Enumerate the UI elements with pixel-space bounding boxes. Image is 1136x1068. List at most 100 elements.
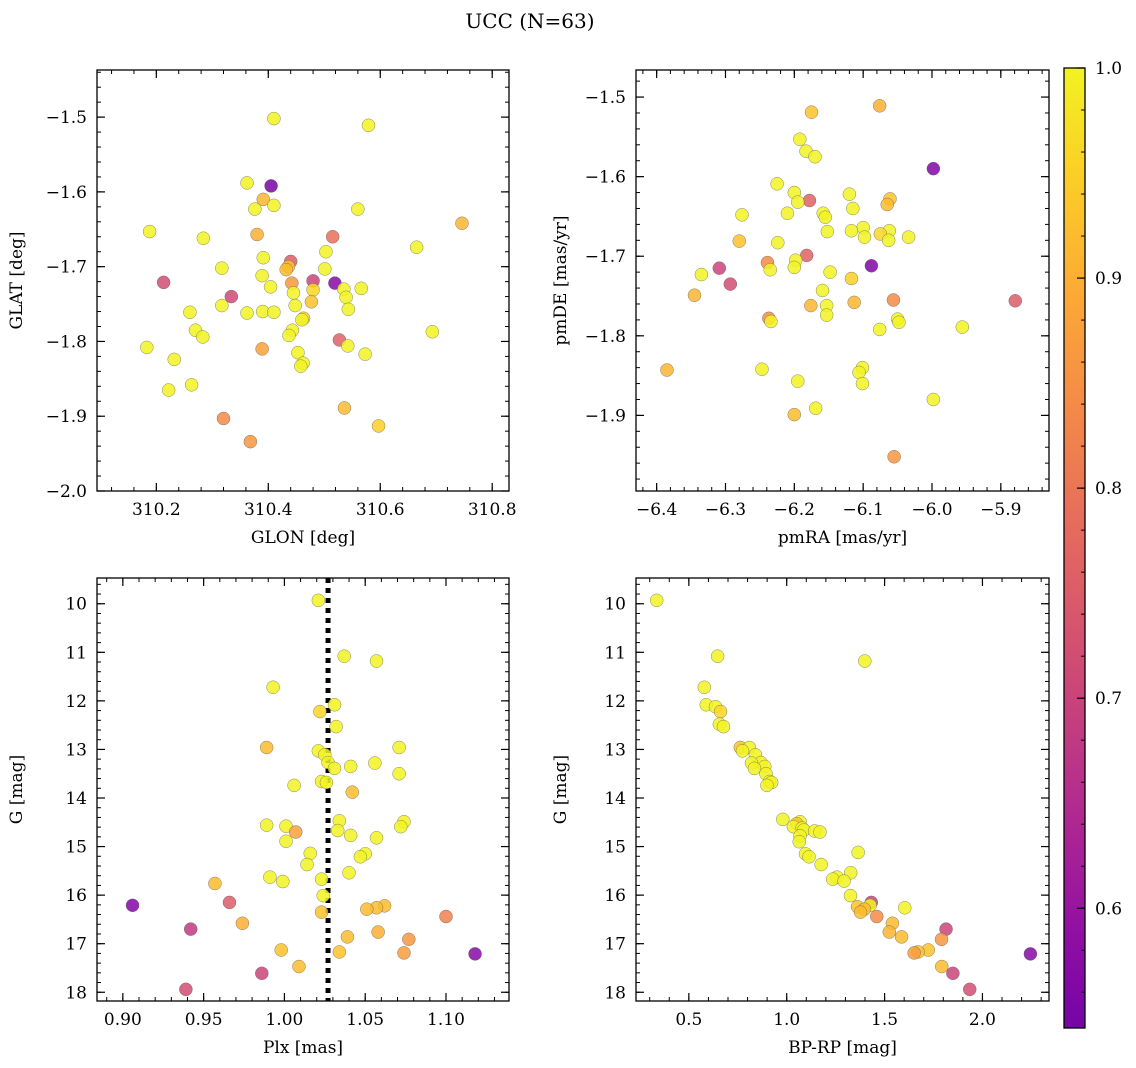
data-point bbox=[369, 654, 384, 668]
data-point bbox=[358, 347, 372, 361]
data-point bbox=[880, 197, 894, 212]
data-point bbox=[354, 281, 368, 296]
data-point bbox=[887, 450, 901, 464]
data-point bbox=[337, 649, 351, 663]
data-point bbox=[240, 176, 254, 190]
data-point bbox=[815, 283, 830, 298]
y-tick-label: 11 bbox=[65, 643, 87, 663]
data-point bbox=[857, 230, 872, 244]
data-point bbox=[264, 179, 278, 193]
data-point bbox=[325, 230, 340, 244]
data-point bbox=[222, 895, 237, 910]
y-tick-label: −1.8 bbox=[46, 332, 87, 352]
y-tick-label: −1.7 bbox=[46, 258, 87, 278]
data-point bbox=[351, 202, 365, 216]
data-point bbox=[263, 870, 277, 884]
colorbar-tick-label: 0.6 bbox=[1095, 899, 1122, 919]
data-point bbox=[713, 704, 728, 719]
y-tick-label: −2.0 bbox=[46, 482, 87, 502]
data-point bbox=[851, 845, 865, 860]
x-tick-label: 1.10 bbox=[427, 1010, 465, 1030]
data-point bbox=[256, 192, 271, 207]
points bbox=[125, 593, 482, 997]
data-point bbox=[881, 233, 896, 248]
data-point bbox=[196, 330, 210, 344]
data-point bbox=[787, 260, 802, 275]
data-point bbox=[319, 775, 334, 790]
data-point bbox=[250, 227, 264, 242]
x-tick-label: 310.2 bbox=[132, 500, 181, 520]
data-point bbox=[337, 401, 352, 415]
data-point bbox=[818, 210, 833, 224]
colorbar-tick-label: 0.8 bbox=[1095, 479, 1122, 499]
data-point bbox=[439, 909, 453, 924]
y-tick-label: 15 bbox=[65, 838, 87, 858]
data-point bbox=[311, 593, 326, 608]
y-tick-label: 10 bbox=[604, 595, 626, 615]
y-tick-label: 10 bbox=[65, 595, 87, 615]
data-point bbox=[343, 759, 358, 774]
data-point bbox=[735, 744, 750, 758]
data-point bbox=[316, 888, 330, 903]
data-point bbox=[392, 766, 406, 781]
x-tick-label: −6.3 bbox=[705, 500, 746, 520]
data-point bbox=[837, 874, 851, 888]
data-point bbox=[955, 320, 970, 334]
data-point bbox=[926, 161, 941, 176]
data-point bbox=[872, 322, 887, 337]
data-point bbox=[716, 719, 731, 734]
data-point bbox=[256, 250, 271, 265]
data-point bbox=[791, 195, 805, 209]
y-tick-label: 16 bbox=[604, 886, 626, 906]
data-point bbox=[808, 149, 822, 164]
data-point bbox=[240, 306, 254, 320]
x-axis-label: Plx [mas] bbox=[263, 1038, 343, 1058]
data-point bbox=[259, 818, 274, 832]
data-point bbox=[274, 943, 288, 957]
data-point bbox=[208, 876, 222, 891]
x-tick-label: −6.1 bbox=[843, 500, 884, 520]
data-point bbox=[1008, 294, 1023, 308]
minor-ticks bbox=[636, 70, 1049, 491]
y-tick-label: 13 bbox=[65, 740, 87, 760]
data-point bbox=[393, 819, 408, 834]
data-point bbox=[255, 342, 269, 356]
data-point bbox=[243, 434, 258, 449]
colorbar: 0.6 0.7 0.8 0.9 1.0 bbox=[1063, 59, 1122, 1029]
data-point bbox=[369, 831, 384, 845]
data-point bbox=[771, 235, 785, 250]
data-point bbox=[468, 947, 482, 961]
data-point bbox=[361, 118, 376, 133]
data-point bbox=[864, 259, 879, 273]
data-point bbox=[901, 230, 916, 244]
data-point bbox=[341, 339, 355, 353]
colorbar-tick-label: 0.9 bbox=[1095, 269, 1122, 289]
x-axis-label: GLON [deg] bbox=[251, 528, 355, 548]
data-point bbox=[402, 932, 416, 947]
data-point bbox=[755, 362, 769, 376]
data-point bbox=[279, 262, 293, 277]
data-point bbox=[294, 359, 308, 373]
data-point bbox=[894, 930, 909, 944]
colorbar-tick-label: 0.7 bbox=[1095, 689, 1122, 709]
data-point bbox=[156, 275, 171, 290]
data-point bbox=[660, 363, 674, 377]
data-point bbox=[780, 206, 795, 221]
y-axis-label: GLAT [deg] bbox=[7, 231, 27, 329]
data-point bbox=[179, 982, 193, 997]
data-point bbox=[791, 374, 805, 388]
axes-frame bbox=[96, 69, 510, 492]
axes-frame bbox=[96, 577, 510, 1002]
y-tick-label: −1.5 bbox=[585, 88, 626, 108]
data-point bbox=[306, 283, 320, 297]
data-point bbox=[314, 905, 329, 919]
data-point bbox=[397, 946, 411, 960]
data-point bbox=[882, 925, 897, 939]
y-tick-label: −1.7 bbox=[585, 247, 626, 267]
data-point bbox=[327, 698, 342, 712]
axes-frame bbox=[635, 577, 1050, 1002]
data-point bbox=[934, 959, 949, 974]
data-point bbox=[288, 298, 302, 313]
data-point bbox=[259, 740, 274, 755]
